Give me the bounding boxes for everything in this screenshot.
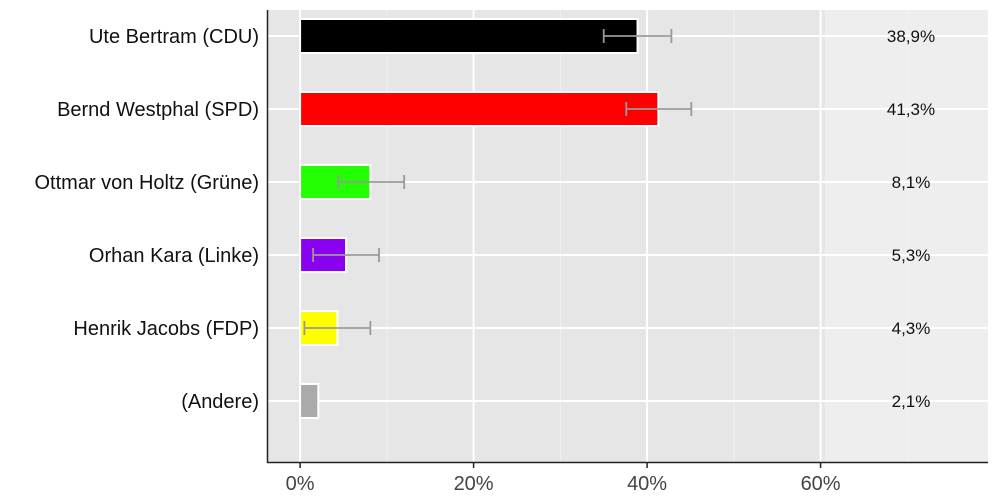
value-label: 2,1% bbox=[892, 392, 931, 411]
labels: Ute Bertram (CDU) 38,9% Bernd Westphal (SP… bbox=[34, 26, 935, 495]
x-tick-label: 20% bbox=[454, 473, 494, 495]
category-label: Ute Bertram (CDU) bbox=[89, 26, 259, 48]
value-label: 38,9% bbox=[887, 27, 935, 46]
x-tick-label: 60% bbox=[801, 473, 841, 495]
x-tick-label: 40% bbox=[627, 473, 667, 495]
grid-lines bbox=[268, 10, 988, 462]
category-label: Bernd Westphal (SPD) bbox=[57, 99, 259, 121]
category-label: (Andere) bbox=[181, 391, 259, 413]
value-label: 8,1% bbox=[892, 173, 931, 192]
category-label: Henrik Jacobs (FDP) bbox=[73, 318, 259, 340]
plot-band-right bbox=[825, 10, 988, 462]
value-label: 4,3% bbox=[892, 319, 931, 338]
value-label: 5,3% bbox=[892, 246, 931, 265]
bar bbox=[299, 18, 639, 54]
bar bbox=[299, 91, 660, 127]
category-label: Orhan Kara (Linke) bbox=[89, 245, 259, 267]
category-label: Ottmar von Holtz (Grüne) bbox=[34, 172, 259, 194]
error-bars bbox=[303, 29, 693, 335]
bar bbox=[299, 383, 320, 419]
x-tick-label: 0% bbox=[286, 473, 315, 495]
value-label: 41,3% bbox=[887, 100, 935, 119]
